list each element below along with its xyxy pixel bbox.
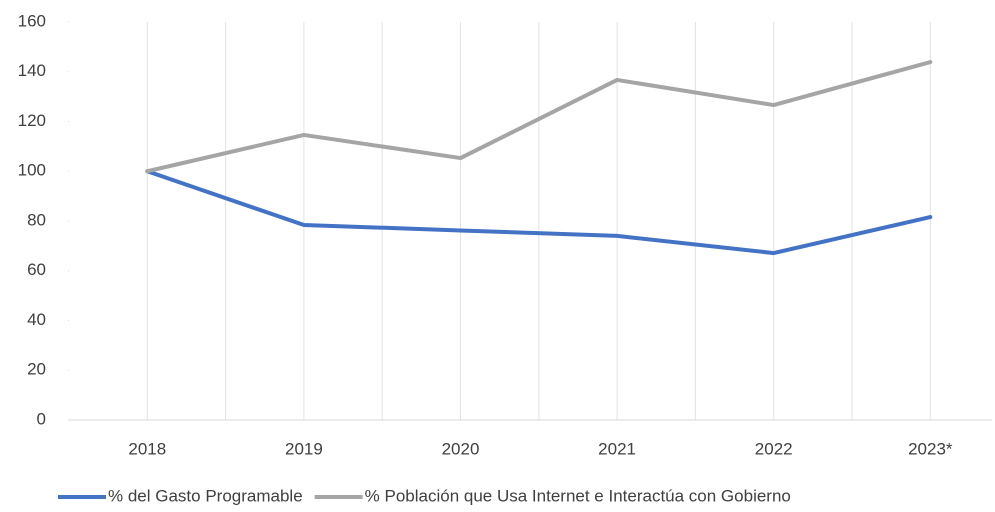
series-line	[145, 169, 933, 256]
legend-label: % Población que Usa Internet e Interactú…	[365, 486, 791, 505]
y-tick-label: 100	[18, 161, 46, 180]
series-line	[145, 60, 933, 174]
y-tick-label: 60	[27, 260, 46, 279]
y-tick-label: 120	[18, 111, 46, 130]
x-tick-label: 2021	[598, 439, 636, 458]
y-tick-label: 160	[18, 11, 46, 30]
y-tick-label: 20	[27, 360, 46, 379]
x-tick-label: 2020	[442, 439, 480, 458]
x-tick-label: 2019	[285, 439, 323, 458]
x-tick-label: 2018	[128, 439, 166, 458]
x-tick-label: 2022	[755, 439, 793, 458]
y-tick-label: 140	[18, 61, 46, 80]
y-tick-label: 40	[27, 310, 46, 329]
legend-label: % del Gasto Programable	[108, 486, 303, 505]
y-tick-label: 0	[37, 409, 46, 428]
y-tick-label: 80	[27, 210, 46, 229]
x-tick-label: 2023*	[908, 439, 953, 458]
